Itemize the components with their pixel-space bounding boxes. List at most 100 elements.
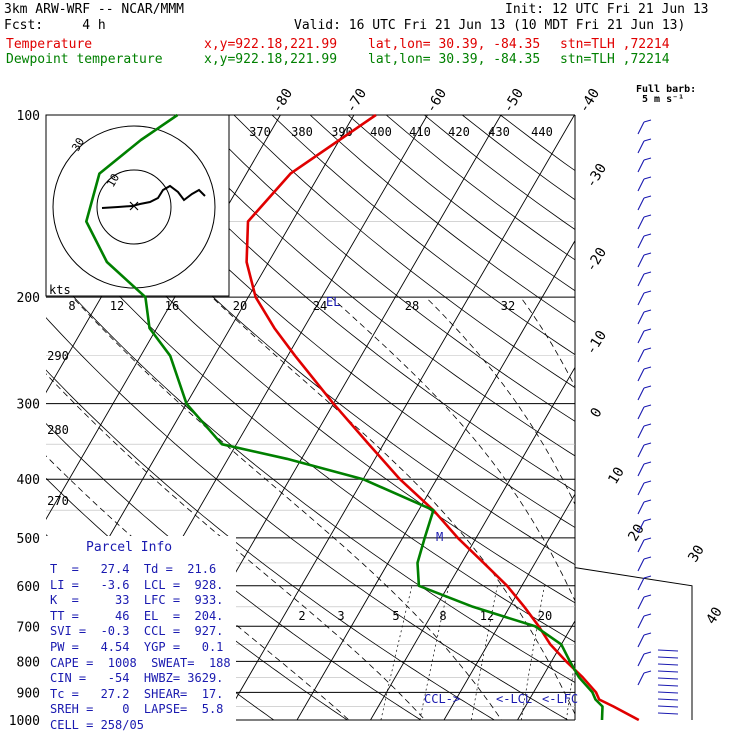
theta-label: 430 [488, 125, 510, 139]
moist-adiabat-line [330, 296, 575, 602]
temperature-tick-label: -10 [583, 328, 610, 358]
barb-legend-1: Full barb: [636, 84, 697, 95]
hodograph-ring-label: 30 [69, 136, 87, 154]
dry-adiabat-group [46, 115, 575, 720]
wind-barb [637, 461, 652, 477]
theta-label: 280 [47, 423, 69, 437]
moist-adiabat-line [520, 296, 575, 388]
wind-barb [637, 233, 652, 249]
wind-barb [637, 119, 652, 135]
mixing-ratio-label: 8 [439, 609, 446, 623]
wind-barb [637, 252, 652, 268]
mixing-ratio-label: 3 [337, 609, 344, 623]
theta-label: 410 [409, 125, 431, 139]
wind-barb [637, 613, 652, 629]
pressure-tick-label: 200 [17, 291, 40, 306]
wind-barb [637, 404, 652, 420]
speed-scale-label: 12 [110, 299, 124, 313]
temperature-tick-label: 30 [685, 542, 708, 565]
wind-barb [637, 309, 652, 325]
temperature-tick-label: 20 [625, 521, 648, 544]
temperature-tick-label: -80 [269, 86, 296, 116]
dry-adiabat-line [46, 317, 569, 720]
wind-barb [657, 684, 679, 687]
wind-barb [637, 518, 652, 534]
theta-label: 400 [370, 125, 392, 139]
wind-barb [637, 575, 652, 591]
dry-adiabat-line [424, 115, 575, 230]
hodograph-inner-ring [96, 169, 172, 245]
dry-adiabat-line [195, 115, 575, 422]
theta-label: 440 [531, 125, 553, 139]
wind-barb [637, 632, 652, 648]
dry-adiabat-line [46, 166, 575, 604]
isotherm-line [223, 115, 575, 720]
theta-label: 290 [47, 349, 69, 363]
speed-scale-label: 32 [501, 299, 515, 313]
parcel-row: SVI = -0.3 CCL = 927. [50, 624, 224, 639]
wind-barb [637, 366, 652, 382]
temperature-tick-label: 10 [605, 464, 628, 487]
el-annotation: EL [326, 295, 340, 309]
isotherm-line [591, 115, 740, 720]
wind-barb [637, 499, 652, 515]
speed-scale-label: 20 [233, 299, 247, 313]
lfc-annotation: <-LFC [542, 692, 578, 706]
wind-barb [657, 677, 679, 680]
wind-barb [637, 214, 652, 230]
temperature-legend: Temperature [6, 37, 93, 52]
wind-barb [657, 663, 679, 666]
wind-barb [637, 138, 652, 154]
mixing-ratio-line [626, 586, 643, 720]
isotherm-line [517, 619, 575, 720]
wind-barb [637, 290, 652, 306]
wind-barb [637, 556, 652, 572]
parcel-row: CAPE = 1008 SWEAT= 188 [50, 655, 231, 670]
mixing-ratio-group [380, 585, 643, 720]
parcel-row: PW = 4.54 YGP = 0.1 [50, 640, 224, 654]
speed-scale-label: 24 [313, 299, 327, 313]
frame-extension [574, 567, 693, 720]
temperature-tick-label: -70 [343, 86, 370, 116]
speed-scale-label: 28 [405, 299, 419, 313]
temperature-latlon: lat,lon= 30.39, -84.35 [368, 37, 541, 52]
moist-adiabat-line [211, 296, 575, 716]
moist-adiabat-line [46, 373, 426, 720]
dry-adiabat-line [46, 265, 575, 683]
dry-adiabat-line [46, 215, 575, 643]
theta-label: 370 [249, 125, 271, 139]
isotherm-line [665, 115, 740, 720]
temperature-tick-label: 40 [703, 604, 726, 627]
temperature-tick-label: 0 [588, 405, 606, 421]
dewpoint-station: stn=TLH ,72214 [560, 52, 670, 67]
pressure-tick-label: 900 [17, 686, 40, 701]
wind-barb [657, 649, 679, 652]
pressure-tick-label: 600 [17, 580, 40, 595]
dewpoint-xy: x,y=922.18,221.99 [204, 52, 338, 67]
dry-adiabat-line [119, 115, 575, 492]
wind-barb [637, 442, 652, 458]
mixing-ratio-line [380, 585, 413, 720]
pressure-tick-label: 100 [17, 109, 40, 124]
parcel-info-title: Parcel Info [86, 540, 173, 555]
m-annotation: M [436, 530, 443, 544]
pressure-tick-label: 500 [17, 532, 40, 547]
lcl-annotation: <-LCL [496, 692, 532, 706]
wind-barb [637, 423, 652, 439]
pressure-tick-label: 1000 [9, 714, 40, 729]
wind-barb [657, 712, 679, 715]
parcel-row: LI = -3.6 LCL = 928. [50, 577, 224, 592]
wind-barb [637, 385, 652, 401]
parcel-row: CELL = 258/05 [50, 718, 144, 732]
temperature-tick-label: -30 [583, 161, 610, 191]
wind-barb [637, 594, 652, 610]
mixing-ratio-label: 2 [298, 609, 305, 623]
theta-label: 380 [291, 125, 313, 139]
dry-adiabat-line [157, 115, 575, 457]
wind-barb [657, 698, 679, 701]
temperature-tick-label: -50 [500, 86, 527, 116]
temperature-line [245, 113, 640, 722]
ccl-annotation: CCL-> [424, 692, 460, 706]
wind-barb [637, 195, 652, 211]
parcel-info-panel: Parcel Info T = 27.4 Td = 21.6 LI = -3.6 … [46, 536, 236, 732]
